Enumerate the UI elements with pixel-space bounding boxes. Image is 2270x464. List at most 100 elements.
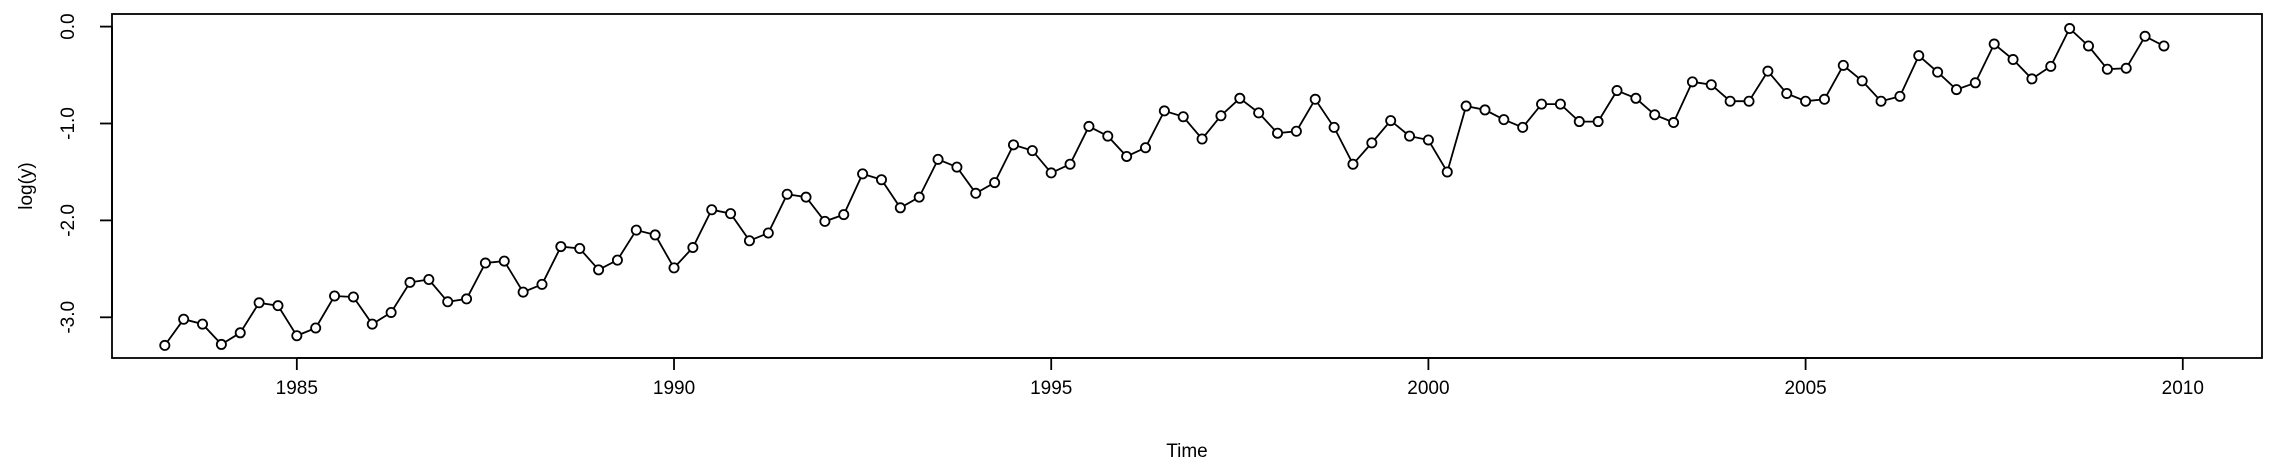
data-point [1743,95,1755,107]
data-point [1554,98,1566,110]
data-point [1894,90,1906,102]
y-tick-label: 0.0 [58,13,79,39]
x-axis-label: Time [1166,441,1208,462]
data-point [1932,66,1944,78]
data-point [2026,73,2038,85]
data-point [197,318,209,330]
data-point [1366,137,1378,149]
data-point [366,318,378,330]
data-point [2120,62,2132,74]
data-point [423,274,435,286]
x-axis: 1985 1990 1995 2000 2005 2010 [276,357,2204,399]
data-point [291,330,303,342]
y-tick-label: -3.0 [58,301,79,334]
x-tick-label: 2005 [1784,378,1826,399]
data-point [1800,95,1812,107]
data-point [1875,95,1887,107]
data-point [593,264,605,276]
data-point [1536,98,1548,110]
data-point [479,257,491,269]
data-point [1781,87,1793,99]
data-point [857,168,869,180]
data-point [1686,76,1698,88]
data-point [1215,110,1227,122]
data-point [536,278,548,290]
data-point [1762,65,1774,77]
data-point [1441,166,1453,178]
data-point [1290,125,1302,137]
data-point [951,161,963,173]
data-point [1422,134,1434,146]
data-point [2082,40,2094,52]
data-point [442,296,454,308]
x-tick-label: 1990 [653,378,695,399]
data-point [1592,116,1604,128]
y-tick-label: -1.0 [58,107,79,140]
data-point [1234,92,1246,104]
data-point [1969,77,1981,89]
data-point [1158,105,1170,117]
data-point [2007,54,2019,66]
data-point [1988,38,2000,50]
data-point [498,255,510,267]
data-point [1913,50,1925,62]
data-point [989,177,1001,189]
data-point [1121,150,1133,162]
data-point [762,227,774,239]
data-point [1140,142,1152,154]
data-point [574,243,586,255]
data-point [611,254,623,266]
data-point [1498,114,1510,126]
data-point [1328,121,1340,133]
data-point [1272,127,1284,139]
data-point [2139,30,2151,42]
data-point [1045,167,1057,179]
data-point [668,262,680,274]
y-tick-label: -2.0 [58,204,79,237]
data-point [2158,40,2170,52]
x-tick-label: 1985 [276,378,318,399]
data-point [970,187,982,199]
x-tick-label: 2010 [2162,378,2204,399]
data-point [1479,104,1491,116]
data-point [1347,158,1359,170]
data-point [234,327,246,339]
data-point [1460,100,1472,112]
data-point [1724,95,1736,107]
data-point [819,215,831,227]
series-points [159,23,2170,351]
data-point [1818,93,1830,105]
data-point [461,293,473,305]
data-point [215,338,227,350]
data-point [555,241,567,253]
plot-box [111,13,2263,359]
data-point [1385,115,1397,127]
data-point [329,290,341,302]
data-point [687,242,699,254]
data-point [1630,92,1642,104]
data-point [913,191,925,203]
data-point [1950,84,1962,96]
data-point [838,209,850,221]
x-tick-label: 2000 [1407,378,1449,399]
data-point [1102,130,1114,142]
data-point [1404,130,1416,142]
data-point [1026,145,1038,157]
y-axis-label: log(y) [16,162,37,210]
data-point [2101,63,2113,75]
data-point [1668,117,1680,129]
data-point [800,191,812,203]
data-point [253,297,265,309]
data-point [932,153,944,165]
data-point [649,229,661,241]
data-point [310,322,322,334]
data-point [1196,133,1208,145]
data-point [517,286,529,298]
data-point [1083,120,1095,132]
data-point [1573,116,1585,128]
data-point [1837,59,1849,71]
data-point [1309,93,1321,105]
data-point [1007,139,1019,151]
data-point [385,306,397,318]
